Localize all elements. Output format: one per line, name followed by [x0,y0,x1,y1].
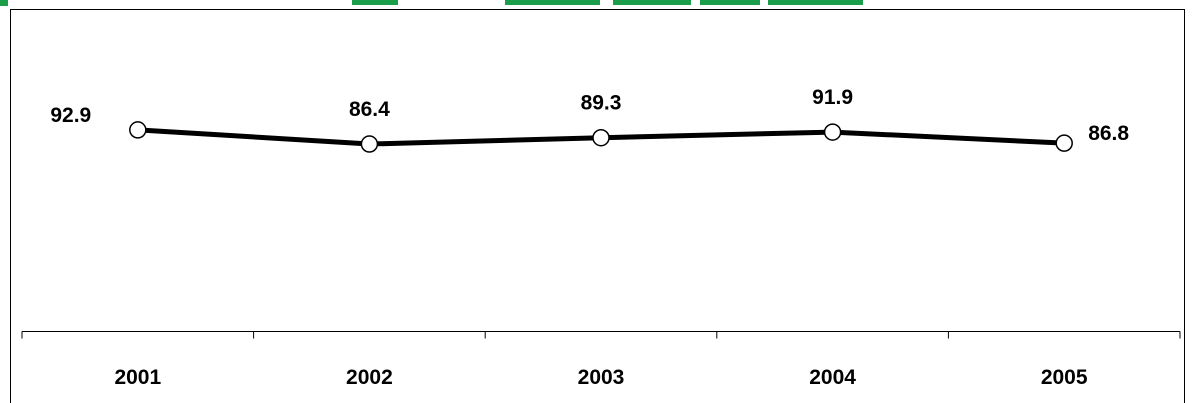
x-tick-label: 2001 [114,366,161,389]
x-tick-label: 2002 [346,366,393,389]
x-tick-label: 2005 [1041,366,1088,389]
series-markers [129,121,1073,153]
data-point-marker [360,135,379,153]
data-label: 89.3 [581,92,622,115]
data-label: 86.8 [1088,122,1129,145]
plot-frame [10,9,1185,403]
title-strip-right [768,0,863,5]
x-axis-tick-labels: 2001 2002 2003 2004 2005 [114,366,1087,389]
x-tick-label: 2004 [809,366,856,389]
data-point-marker [129,121,147,139]
data-labels: 92.9 86.4 89.3 91.9 86.8 [50,86,1129,145]
data-label: 91.9 [812,86,853,109]
title-strip-mid-2 [505,0,600,5]
title-strip-mid-4 [700,0,760,5]
title-strip-mid-1 [352,0,398,5]
data-point-marker [592,128,610,147]
x-tick-label: 2003 [578,366,625,389]
title-strip-mid-3 [613,0,691,5]
data-point-marker [1055,134,1073,152]
chart-title-clipped [0,0,863,6]
data-label: 86.4 [349,98,390,121]
data-label: 92.9 [50,104,91,127]
data-point-marker [823,123,842,141]
x-axis-ticks [21,331,1181,339]
title-strip-left [0,0,8,6]
